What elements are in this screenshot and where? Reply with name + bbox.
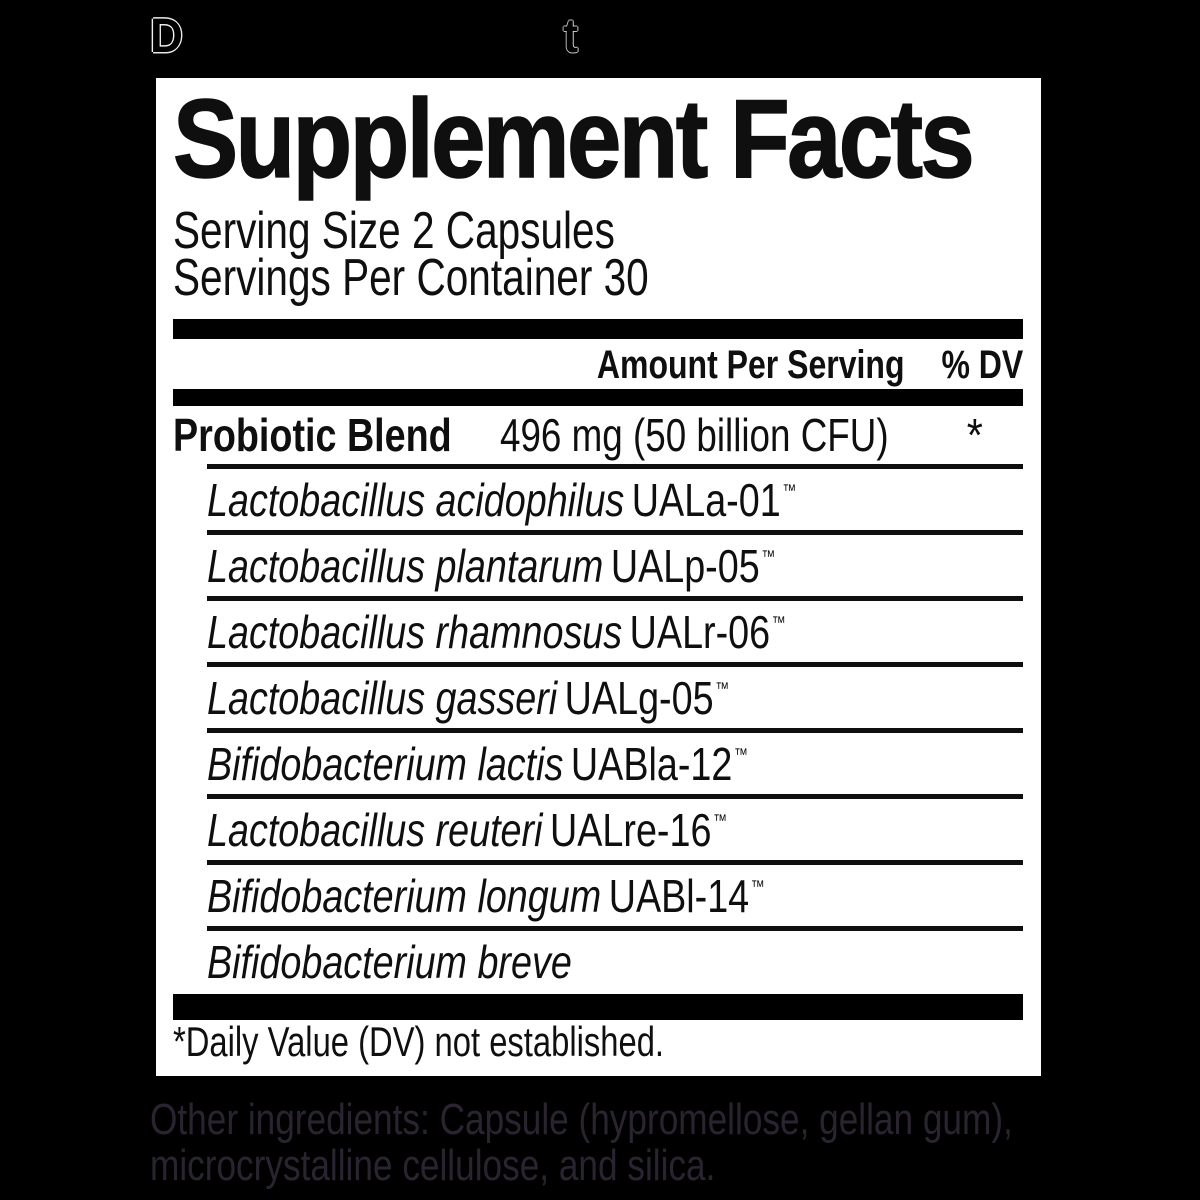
- other-ingredients-line: microcrystalline cellulose, and silica.: [150, 1141, 716, 1190]
- trademark-symbol: ™: [782, 480, 797, 500]
- daily-value-footnote-row: *Daily Value (DV) not established.: [173, 1020, 1023, 1064]
- percent-dv-header: % DV: [941, 343, 1023, 387]
- ingredient-row: Lactobacillus acidophilus UALa-01™: [207, 464, 1023, 530]
- divider-bar-top: [173, 319, 1023, 339]
- species-name: Bifidobacterium lactis: [207, 737, 564, 790]
- ingredient-row: Bifidobacterium longum UABl-14™: [207, 860, 1023, 926]
- ingredient-row: Lactobacillus reuteri UALre-16™: [207, 794, 1023, 860]
- ingredient-row: Bifidobacterium lactis UABla-12™: [207, 728, 1023, 794]
- blend-amount: 496 mg (50 billion CFU): [500, 409, 889, 461]
- strain-code: UABla-12: [570, 737, 733, 790]
- strain-code: UALr-06: [629, 605, 771, 658]
- strain-code: UALa-01: [631, 473, 781, 526]
- trademark-symbol: ™: [771, 612, 786, 632]
- amount-per-serving-header: Amount Per Serving: [597, 343, 905, 387]
- blend-dv-asterisk: *: [966, 409, 983, 461]
- divider-bar-bottom: [173, 994, 1023, 1020]
- servings-per-container-text: Servings Per Container 30: [173, 249, 649, 307]
- servings-per-container-row: Servings Per Container 30: [173, 249, 1023, 307]
- trademark-symbol: ™: [734, 744, 748, 764]
- supplement-facts-panel: Supplement Facts Serving Size 2 Capsules…: [150, 72, 1047, 1082]
- serving-size-row: Serving Size 2 Capsules: [173, 202, 1023, 260]
- species-name: Lactobacillus gasseri: [207, 671, 558, 724]
- strain-code: UALp-05: [610, 539, 760, 592]
- product-type-heading-first-letter: D: [150, 10, 183, 63]
- species-name: Bifidobacterium breve: [207, 935, 572, 988]
- product-type-heading-middle: ietary Supplemen: [182, 10, 564, 63]
- strain-code: UABl-14: [608, 869, 750, 922]
- other-ingredients-block: Other ingredients: Capsule (hypromellose…: [150, 1097, 1200, 1189]
- ingredient-list: Lactobacillus acidophilus UALa-01™ Lactob…: [207, 464, 1023, 992]
- product-type-heading-last-letter: t: [563, 10, 579, 63]
- species-name: Lactobacillus rhamnosus: [207, 605, 623, 658]
- trademark-symbol: ™: [750, 876, 765, 896]
- serving-size-text: Serving Size 2 Capsules: [173, 202, 615, 260]
- column-headers-row: Amount Per Serving % DV: [173, 343, 1023, 387]
- species-name: Lactobacillus acidophilus: [207, 473, 625, 526]
- panel-title-row: Supplement Facts: [172, 77, 1023, 201]
- product-type-heading-text: Dietary Supplement: [150, 12, 578, 62]
- strain-code: UALg-05: [564, 671, 714, 724]
- trademark-symbol: ™: [713, 810, 728, 830]
- ingredient-row: Lactobacillus plantarum UALp-05™: [207, 530, 1023, 596]
- probiotic-blend-row: Probiotic Blend 496 mg (50 billion CFU) …: [173, 406, 1023, 464]
- blend-name: Probiotic Blend: [173, 409, 452, 461]
- trademark-symbol: ™: [715, 678, 730, 698]
- species-name: Lactobacillus reuteri: [207, 803, 543, 856]
- ingredient-row: Lactobacillus rhamnosus UALr-06™: [207, 596, 1023, 662]
- species-name: Lactobacillus plantarum: [207, 539, 604, 592]
- panel-title: Supplement Facts: [172, 77, 975, 201]
- strain-code: UALre-16: [550, 803, 712, 856]
- other-ingredients-line: Other ingredients: Capsule (hypromellose…: [150, 1095, 1013, 1144]
- divider-bar-under-headers: [173, 389, 1023, 406]
- species-name: Bifidobacterium longum: [207, 869, 602, 922]
- ingredient-row: Lactobacillus gasseri UALg-05™: [207, 662, 1023, 728]
- ingredient-row: Bifidobacterium breve: [207, 926, 1023, 992]
- trademark-symbol: ™: [761, 546, 776, 566]
- product-type-heading: Dietary Supplement: [150, 12, 601, 62]
- daily-value-footnote: *Daily Value (DV) not established.: [173, 1018, 665, 1065]
